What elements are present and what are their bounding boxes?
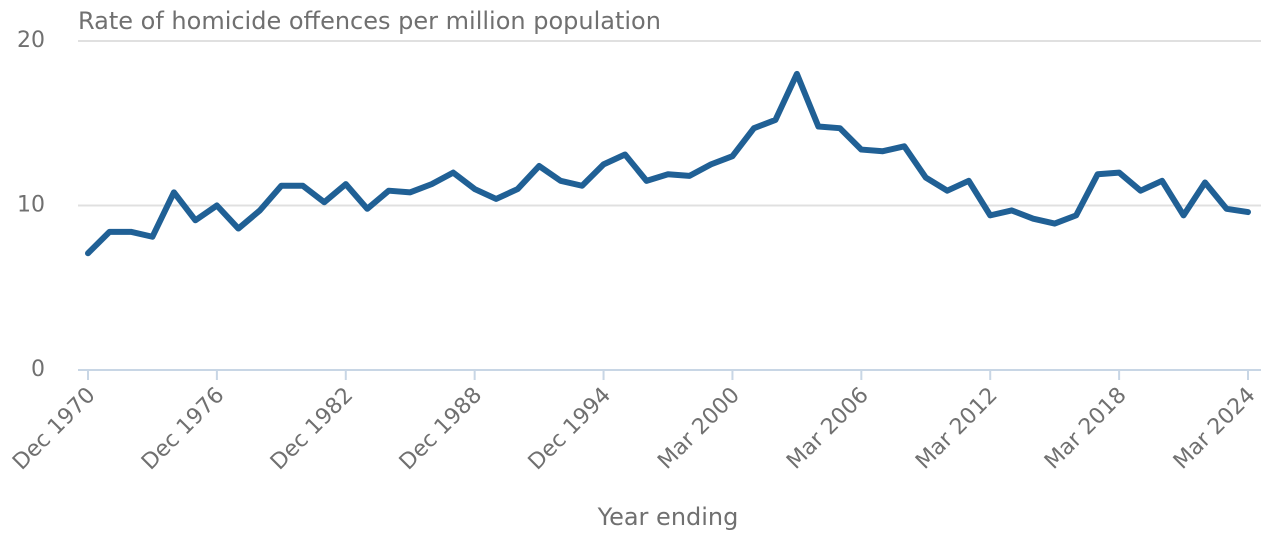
x-tick-label: Dec 1988 xyxy=(395,383,487,475)
x-tick-label: Mar 2024 xyxy=(1169,383,1261,475)
x-tick-label: Dec 1970 xyxy=(8,383,100,475)
x-tick-label: Dec 1976 xyxy=(137,383,229,475)
x-tick-label: Dec 1994 xyxy=(524,383,616,475)
y-tick-label: 0 xyxy=(31,357,45,382)
data-line xyxy=(85,70,1251,257)
y-tick-label: 20 xyxy=(17,28,45,53)
chart-title: Rate of homicide offences per million po… xyxy=(78,7,661,35)
y-tick-label: 10 xyxy=(17,193,45,218)
x-axis-title: Year ending xyxy=(597,503,739,531)
x-tick-label: Mar 2012 xyxy=(911,383,1003,475)
x-tick-label: Mar 2000 xyxy=(653,383,745,475)
x-tick-label: Mar 2018 xyxy=(1040,383,1132,475)
x-tick-label: Dec 1982 xyxy=(266,383,358,475)
x-tick-label: Mar 2006 xyxy=(782,383,874,475)
